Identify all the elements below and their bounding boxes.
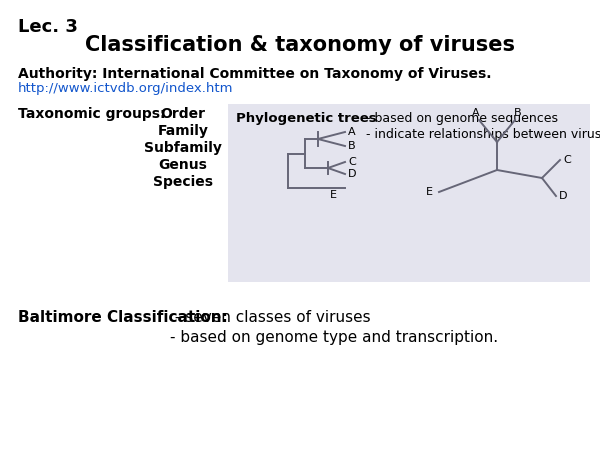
Text: Genus: Genus [158, 158, 208, 172]
Text: Lec. 3: Lec. 3 [18, 18, 78, 36]
Text: http://www.ictvdb.org/index.htm: http://www.ictvdb.org/index.htm [18, 82, 233, 95]
Text: A: A [472, 108, 480, 118]
Text: Species: Species [153, 175, 213, 189]
Text: Subfamily: Subfamily [144, 141, 222, 155]
Text: E: E [330, 190, 337, 200]
Text: Order: Order [160, 107, 205, 121]
Text: Family: Family [158, 124, 208, 138]
Text: Classification & taxonomy of viruses: Classification & taxonomy of viruses [85, 35, 515, 55]
Text: B: B [348, 141, 356, 151]
Text: Authority: International Committee on Taxonomy of Viruses.: Authority: International Committee on Ta… [18, 67, 491, 81]
Text: - based on genome type and transcription.: - based on genome type and transcription… [170, 330, 498, 345]
Text: - indicate relationships between viruses:: - indicate relationships between viruses… [366, 128, 600, 141]
Text: E: E [426, 187, 433, 197]
Text: Baltimore Classification:: Baltimore Classification: [18, 310, 228, 325]
Text: D: D [348, 169, 356, 179]
Text: - based on genome sequences: - based on genome sequences [366, 112, 558, 125]
Text: Taxonomic groups:: Taxonomic groups: [18, 107, 166, 121]
Text: C: C [348, 157, 356, 167]
Text: Phylogenetic trees: Phylogenetic trees [236, 112, 377, 125]
Text: C: C [563, 155, 571, 165]
Text: A: A [348, 127, 356, 137]
FancyBboxPatch shape [228, 104, 590, 282]
Text: - seven classes of viruses: - seven classes of viruses [170, 310, 371, 325]
Text: B: B [514, 108, 522, 118]
Text: D: D [559, 191, 568, 201]
